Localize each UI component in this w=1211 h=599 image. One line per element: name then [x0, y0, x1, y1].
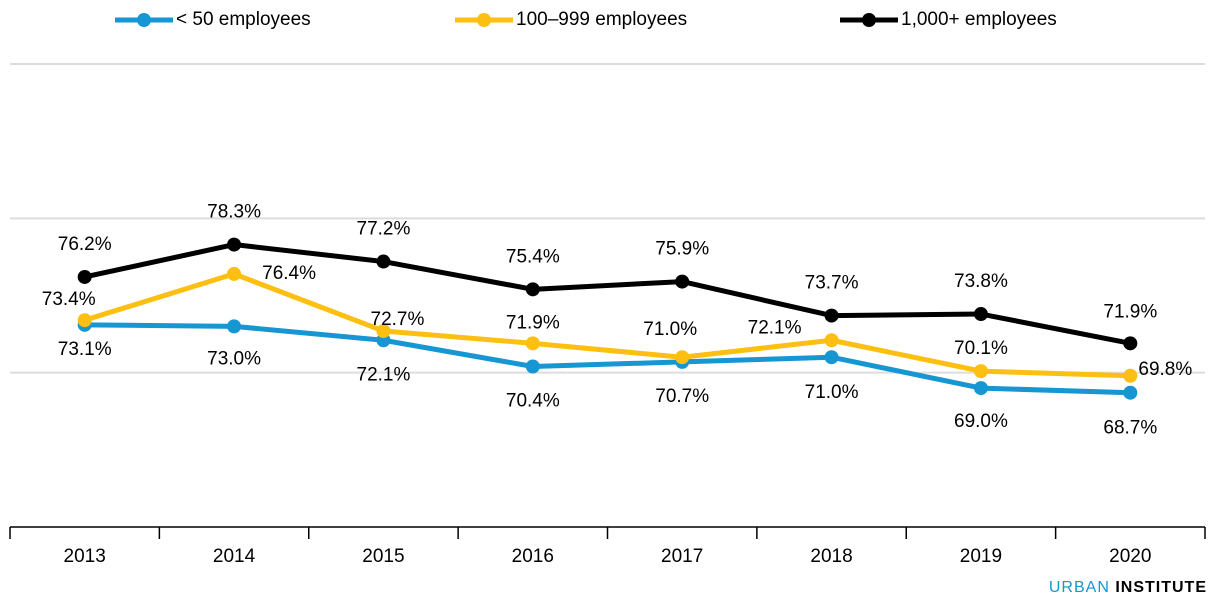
point [227, 319, 242, 334]
data-label: 71.0% [805, 382, 859, 403]
data-label: 76.4% [262, 263, 316, 284]
data-label: 73.1% [58, 339, 112, 360]
series-line [83, 271, 1131, 379]
point [824, 308, 839, 323]
data-label: 72.1% [357, 364, 411, 385]
data-label: 73.8% [954, 271, 1008, 292]
x-tick-label: 2018 [810, 546, 852, 567]
legend-dot [862, 13, 876, 27]
data-label: 75.4% [506, 246, 560, 267]
x-tick-label: 2014 [213, 546, 256, 567]
data-label: 70.7% [655, 386, 709, 407]
data-label: 71.9% [506, 312, 560, 333]
point [1123, 385, 1138, 400]
x-tick-label: 2020 [1109, 546, 1151, 567]
data-label: 73.0% [207, 348, 261, 369]
data-label: 71.0% [643, 319, 697, 340]
point [824, 333, 839, 348]
legend-label: 100–999 employees [516, 9, 687, 30]
point [525, 336, 540, 351]
source-logo: URBAN INSTITUTE [1049, 579, 1207, 596]
point [1123, 336, 1138, 351]
point [77, 313, 92, 328]
point [376, 254, 391, 269]
series-line [84, 322, 1131, 396]
data-label: 76.2% [58, 234, 112, 255]
data-label: 70.4% [506, 391, 560, 412]
x-tick-label: 2015 [362, 546, 404, 567]
x-tick-label: 2017 [661, 546, 703, 567]
data-label: 72.7% [371, 309, 425, 330]
logo-brand: URBAN [1049, 579, 1110, 596]
point [973, 381, 988, 396]
data-label: 69.0% [954, 411, 1008, 432]
point [227, 266, 242, 281]
data-label: 77.2% [357, 219, 411, 240]
point [525, 282, 540, 297]
point [525, 359, 540, 374]
point [973, 307, 988, 322]
data-label: 73.7% [805, 273, 859, 294]
data-label: 73.4% [42, 289, 96, 310]
legend-dot [137, 13, 151, 27]
logo-name: INSTITUTE [1115, 579, 1207, 596]
data-label: 69.8% [1138, 359, 1192, 380]
point [675, 274, 690, 289]
data-label: 70.1% [954, 338, 1008, 359]
point [376, 323, 391, 338]
x-tick-label: 2013 [64, 546, 106, 567]
data-label: 78.3% [207, 202, 261, 223]
point [675, 350, 690, 365]
data-label: 68.7% [1103, 418, 1157, 439]
series-line [84, 242, 1131, 346]
x-tick-label: 2016 [512, 546, 554, 567]
data-label: 71.9% [1103, 301, 1157, 322]
point [1123, 368, 1138, 383]
data-label: 72.1% [748, 317, 802, 338]
legend-label: 1,000+ employees [901, 9, 1057, 30]
point [77, 269, 92, 284]
legend-dot [477, 13, 491, 27]
point [227, 237, 242, 252]
legend-label: < 50 employees [176, 9, 311, 30]
point [824, 350, 839, 365]
data-label: 75.9% [655, 239, 709, 260]
x-tick-label: 2019 [960, 546, 1002, 567]
point [973, 364, 988, 379]
